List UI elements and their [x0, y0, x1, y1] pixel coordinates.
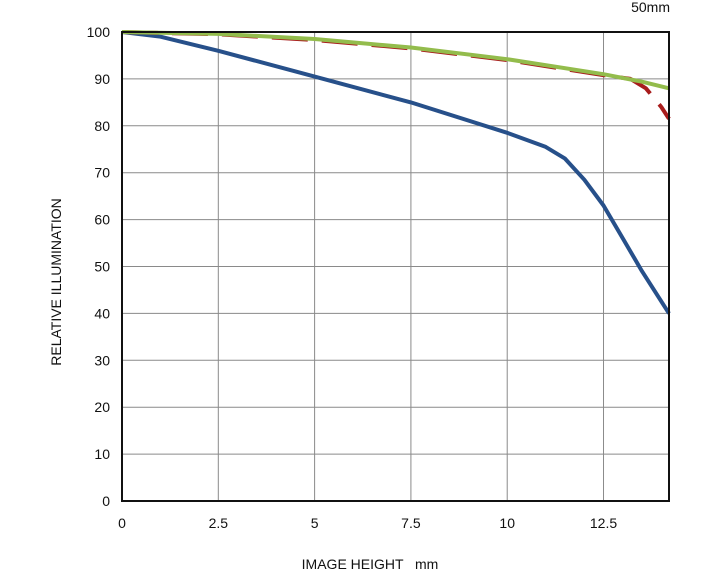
series-layer: [121, 30, 671, 315]
y-tick-label: 0: [102, 493, 110, 509]
y-tick-label: 100: [87, 24, 111, 40]
series-line-3: [121, 30, 670, 91]
x-tick-label: 10: [499, 515, 515, 531]
grid-layer: [121, 31, 669, 502]
y-tick-label: 30: [94, 352, 110, 368]
series-line-1: [121, 30, 671, 315]
y-tick-label: 60: [94, 212, 110, 228]
x-tick-labels: 0 2.5 5 7.5 10 12.5: [118, 515, 617, 531]
y-axis-label: RELATIVE ILLUMINATION: [48, 198, 64, 366]
x-tick-label: 5: [311, 515, 319, 531]
y-tick-label: 40: [94, 305, 110, 321]
x-tick-label: 12.5: [590, 515, 617, 531]
y-tick-label: 20: [94, 399, 110, 415]
y-tick-label: 10: [94, 446, 110, 462]
x-axis-label: IMAGE HEIGHT mm: [302, 556, 439, 570]
x-tick-label: 7.5: [401, 515, 421, 531]
y-tick-label: 50: [94, 259, 110, 275]
y-tick-labels: 0 10 20 30 40 50 60 70 80 90 100: [87, 24, 111, 509]
y-tick-label: 70: [94, 165, 110, 181]
y-tick-label: 80: [94, 118, 110, 134]
y-tick-label: 90: [94, 71, 110, 87]
x-tick-label: 2.5: [209, 515, 229, 531]
plot-frame: [121, 31, 670, 502]
focal-length-label: 50mm: [631, 0, 670, 15]
x-tick-label: 0: [118, 515, 126, 531]
